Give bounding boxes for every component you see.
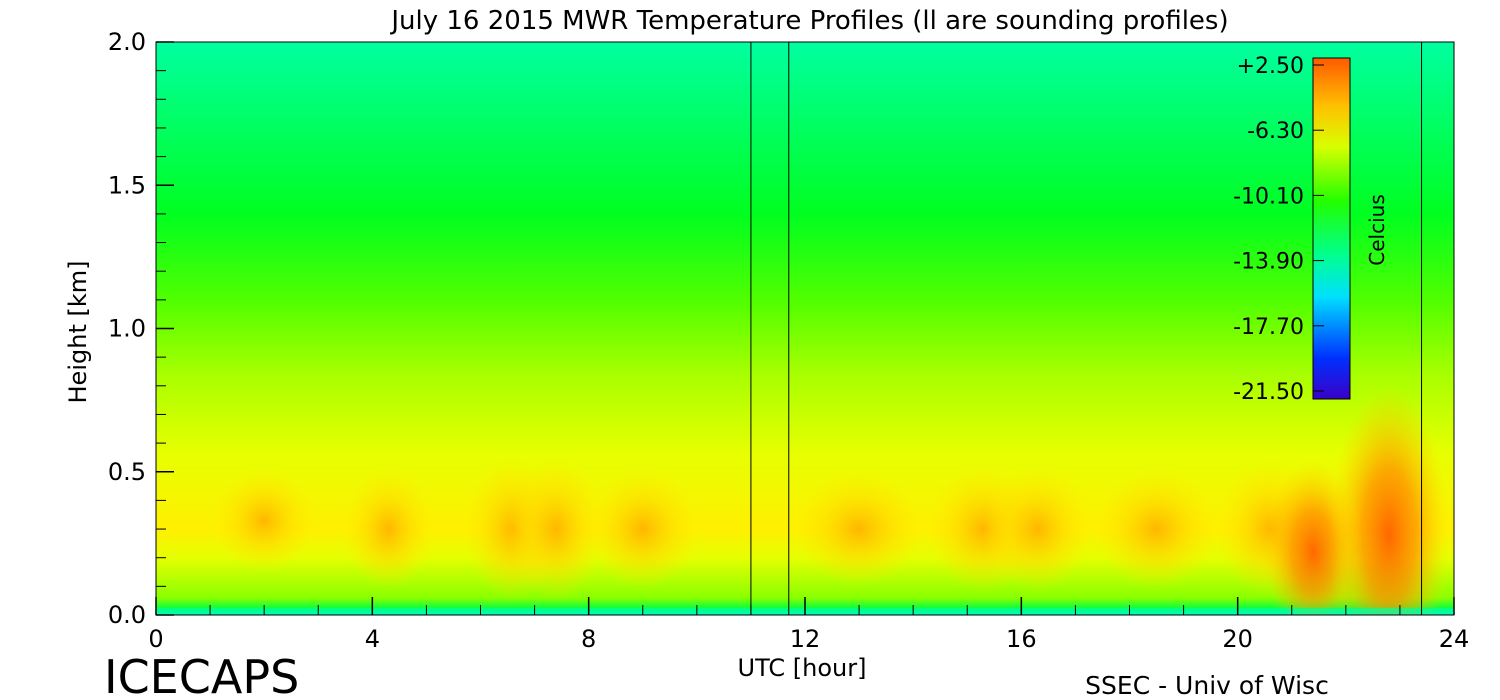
x-tick-label: 24: [1439, 625, 1470, 653]
warm-blob: [585, 468, 700, 590]
warm-blob: [1094, 468, 1219, 590]
y-tick-label: 1.5: [108, 171, 146, 199]
x-tick-label: 16: [1006, 625, 1037, 653]
y-axis: 0.0 0.5 1.0 1.5 2.0: [108, 28, 174, 629]
colorbar-tick-label: +2.50: [1237, 54, 1304, 79]
y-tick-label: 0.5: [108, 458, 146, 486]
warm-blob: [342, 468, 435, 590]
colorbar-tick-label: -10.10: [1233, 184, 1304, 209]
x-tick-label: 12: [790, 625, 821, 653]
colorbar-tick-label: -17.70: [1233, 315, 1304, 340]
x-axis: 0 4 8 12 16 20 24: [148, 597, 1469, 653]
y-axis-label: Height [km]: [64, 261, 92, 404]
footer-logo-text: ICECAPS: [104, 650, 299, 700]
warm-blob: [507, 457, 606, 601]
warm-blob: [212, 468, 316, 572]
warm-blob: [983, 466, 1092, 593]
colorbar-tick-label: -21.50: [1233, 380, 1304, 405]
colorbar-tick-label: -6.30: [1247, 119, 1304, 144]
colorbar-tick-label: -13.90: [1233, 250, 1304, 275]
temperature-field: [156, 42, 1454, 615]
x-tick-label: 8: [581, 625, 596, 653]
warm-blob: [1329, 385, 1449, 615]
y-tick-label: 1.0: [108, 315, 146, 343]
chart-title: July 16 2015 MWR Temperature Profiles (l…: [389, 6, 1228, 36]
sounding-lines: [750, 42, 1423, 615]
x-axis-label: UTC [hour]: [738, 654, 867, 682]
y-tick-label: 2.0: [108, 28, 146, 56]
warm-blob: [793, 471, 925, 587]
x-tick-label: 0: [148, 625, 163, 653]
x-tick-label: 20: [1222, 625, 1253, 653]
x-tick-label: 4: [365, 625, 380, 653]
colorbar-ticks: +2.50 -6.30 -10.10 -13.90 -17.70 -21.50: [1233, 54, 1324, 405]
colorbar-label: Celcius: [1365, 194, 1389, 265]
y-tick-label: 0.0: [108, 601, 146, 629]
colorbar-gradient: [1312, 57, 1351, 400]
footer-credit: SSEC - Univ of Wisc: [1085, 671, 1329, 700]
colorbar: +2.50 -6.30 -10.10 -13.90 -17.70 -21.50 Celci…: [1233, 54, 1389, 405]
